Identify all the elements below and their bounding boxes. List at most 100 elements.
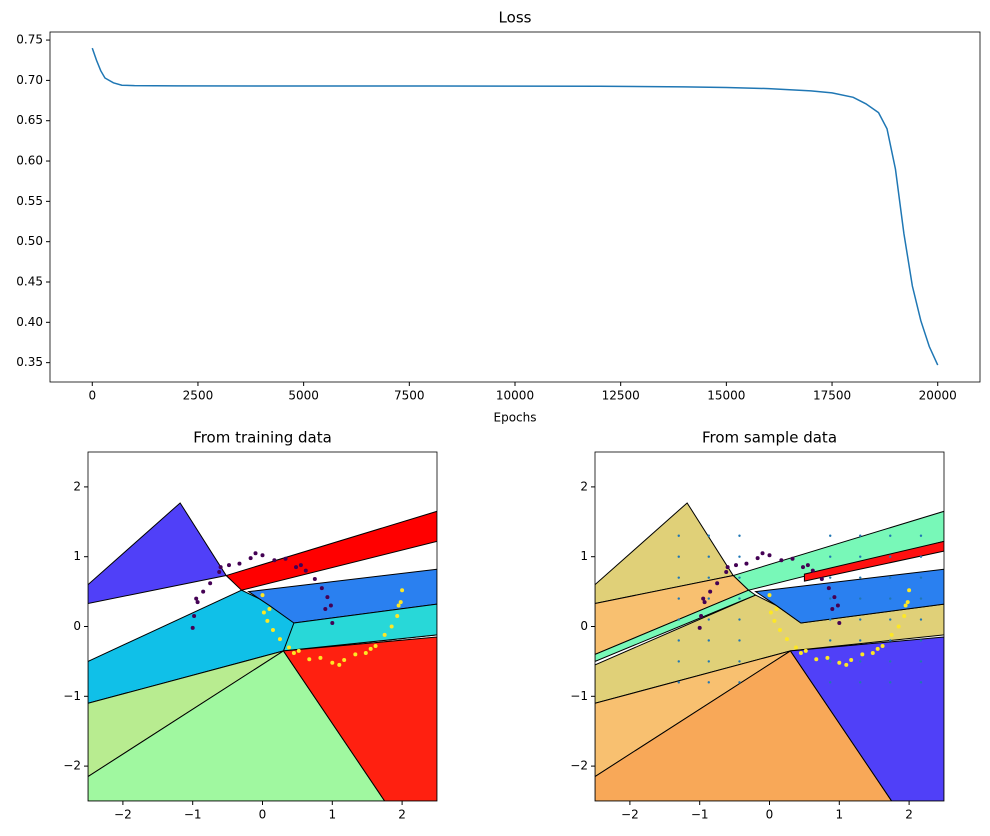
scatter-point [253,551,258,556]
scatter-point [829,576,832,579]
scatter-point [319,586,324,591]
scatter-point [738,555,741,558]
y-tick-label: 0.35 [16,355,43,369]
scatter-point [919,639,923,642]
scatter-point [919,660,923,663]
scatter-point [677,681,680,684]
y-tick-label: 2 [580,479,588,493]
scatter-point [835,603,840,608]
y-tick-label: 0.75 [16,33,43,47]
scatter-point [889,555,892,558]
scatter-point [798,651,803,656]
scatter-point [919,681,923,684]
x-tick-label: 2500 [183,389,214,403]
scatter-point [201,589,206,594]
scatter-point [738,576,741,579]
scatter-point [192,614,197,619]
y-tick-label: 0 [73,619,81,633]
y-tick-label: 0 [580,619,588,633]
scatter-point [859,534,862,537]
x-tick-label: 2 [905,808,913,822]
scatter-point [859,660,862,663]
y-tick-label: 2 [73,479,81,493]
scatter-point [738,681,741,684]
scatter-point [294,565,299,570]
scatter-point [919,576,923,579]
scatter-point [195,600,200,605]
x-tick-label: 15000 [707,389,745,403]
scatter-point [398,600,403,605]
scatter-point [919,555,923,558]
scatter-point [859,576,862,579]
scatter-point [829,534,832,537]
x-tick-label: −1 [691,808,709,822]
scatter-point [889,632,894,637]
scatter-point [697,625,702,630]
x-tick-label: 0 [766,808,774,822]
scatter-point [217,570,222,575]
scatter-point [396,603,401,608]
scatter-point [805,563,810,568]
scatter-point [837,621,842,626]
scatter-point [226,563,231,568]
scatter-point [702,600,707,605]
scatter-point [707,618,710,621]
scatter-point [707,597,710,600]
y-tick-label: 0.70 [16,73,43,87]
scatter-point [342,658,347,663]
scatter-point [829,555,832,558]
scatter-point [825,655,830,660]
chart-title: Loss [499,9,532,27]
scatter-point [889,576,892,579]
scatter-point [208,581,213,586]
scatter-point [837,660,842,665]
scatter-point [772,618,777,623]
scatter-point [707,555,710,558]
scatter-point [859,597,862,600]
x-tick-label: −2 [621,808,639,822]
scatter-point [889,660,892,663]
scatter-point [373,644,378,649]
scatter-point [707,660,710,663]
x-tick-label: −1 [184,808,202,822]
scatter-point [859,639,862,642]
scatter-point [919,618,923,621]
scatter-point [724,570,729,575]
scatter-point [903,603,908,608]
scatter-point [272,558,277,563]
scatter-point [829,639,832,642]
scatter-point [298,563,303,568]
scatter-point [902,614,907,619]
scatter-point [708,589,713,594]
scatter-point [829,681,832,684]
scatter-point [859,681,862,684]
scatter-point [794,645,799,650]
y-tick-label: 1 [580,549,588,563]
scatter-point [733,563,738,568]
scatter-point [194,596,199,601]
decision-region [803,540,944,582]
scatter-point [880,644,885,649]
scatter-point [389,624,394,629]
scatter-point [829,660,832,663]
scatter-point [738,639,741,642]
x-tick-label: 20000 [919,389,957,403]
scatter-point [291,651,296,656]
y-tick-label: 1 [73,549,81,563]
scatter-point [889,639,892,642]
scatter-point [190,625,195,630]
scatter-point [790,556,795,561]
y-tick-label: 0.45 [16,275,43,289]
scatter-point [919,534,923,537]
loss-line [91,47,939,366]
scatter-point [677,534,680,537]
decision-region [88,502,228,604]
scatter-point [738,597,741,600]
scatter-point [677,597,680,600]
scatter-point [270,627,275,632]
scatter-point [323,607,328,612]
decision-region [789,636,944,801]
y-tick-label: 0.40 [16,315,43,329]
scatter-point [826,586,831,591]
